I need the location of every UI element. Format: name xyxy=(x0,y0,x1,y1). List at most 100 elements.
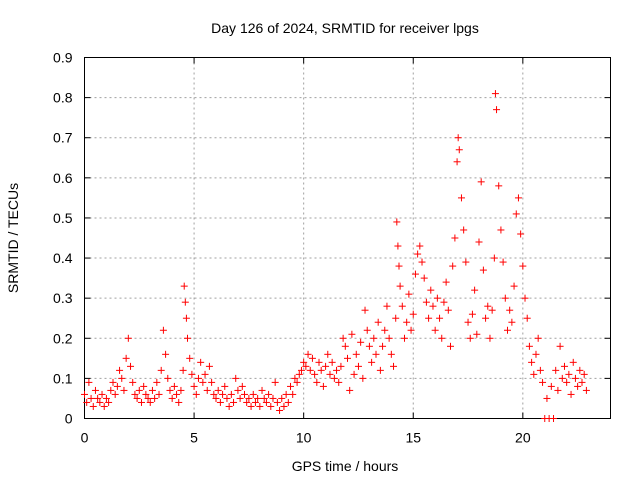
data-point xyxy=(381,326,389,334)
data-point xyxy=(120,386,128,394)
data-point xyxy=(302,362,310,370)
data-point xyxy=(344,354,351,362)
data-point xyxy=(234,386,242,394)
data-point xyxy=(107,386,115,394)
data-point xyxy=(313,378,321,386)
data-point xyxy=(449,262,457,270)
data-point xyxy=(416,242,424,250)
data-point xyxy=(484,302,492,310)
data-points xyxy=(81,90,590,422)
y-tick-label: 0.6 xyxy=(53,170,73,186)
data-point xyxy=(289,390,297,398)
data-point xyxy=(414,250,422,258)
data-point xyxy=(324,350,332,358)
data-point xyxy=(111,390,119,398)
data-point xyxy=(420,274,428,282)
data-point xyxy=(254,394,262,402)
y-tick-label: 0.3 xyxy=(53,290,73,306)
data-point xyxy=(243,398,251,406)
data-point xyxy=(168,394,176,402)
data-point xyxy=(370,334,378,342)
data-point xyxy=(471,286,479,294)
grid xyxy=(84,57,611,419)
data-point xyxy=(135,386,143,394)
data-point xyxy=(330,374,338,382)
data-point xyxy=(460,226,468,234)
data-point xyxy=(315,358,323,366)
data-point xyxy=(326,370,334,378)
data-point xyxy=(96,398,104,406)
data-point xyxy=(124,334,132,342)
data-point xyxy=(393,218,401,226)
data-point xyxy=(352,350,360,358)
data-point xyxy=(129,378,137,386)
data-point xyxy=(133,394,141,402)
data-point xyxy=(578,378,586,386)
data-point xyxy=(462,258,470,266)
data-point xyxy=(199,378,207,386)
data-point xyxy=(457,194,465,202)
data-point xyxy=(510,282,518,290)
data-point xyxy=(293,378,301,386)
data-point xyxy=(488,306,496,314)
data-point xyxy=(291,374,299,382)
data-point xyxy=(322,362,330,370)
data-point xyxy=(552,366,560,374)
y-tick-label: 0.9 xyxy=(53,50,73,66)
data-point xyxy=(517,230,525,238)
data-point xyxy=(491,90,499,98)
data-point xyxy=(170,382,178,390)
data-point xyxy=(155,390,163,398)
data-point xyxy=(473,330,481,338)
data-point xyxy=(407,326,415,334)
data-point xyxy=(282,390,290,398)
data-point xyxy=(442,278,450,286)
data-point xyxy=(247,402,255,410)
data-point xyxy=(85,378,93,386)
data-point xyxy=(379,342,387,350)
data-point xyxy=(556,342,564,350)
data-point xyxy=(98,390,106,398)
data-point xyxy=(144,394,152,402)
y-tick-label: 0.5 xyxy=(53,210,73,226)
data-point xyxy=(565,370,573,378)
data-point xyxy=(148,386,156,394)
data-point xyxy=(350,370,358,378)
data-point xyxy=(482,314,490,322)
data-point xyxy=(166,386,174,394)
x-tick-label: 20 xyxy=(515,430,531,446)
data-point xyxy=(539,378,547,386)
data-point xyxy=(201,370,209,378)
data-point xyxy=(376,366,384,374)
y-tick-label: 0 xyxy=(65,411,73,427)
data-point xyxy=(497,226,505,234)
data-point xyxy=(89,402,97,410)
data-point xyxy=(558,374,566,382)
data-point xyxy=(221,382,229,390)
data-point xyxy=(374,318,382,326)
data-point xyxy=(337,362,345,370)
data-point xyxy=(560,362,568,370)
data-point xyxy=(208,378,216,386)
data-point xyxy=(127,362,135,370)
data-point xyxy=(582,386,590,394)
data-point xyxy=(269,394,277,402)
y-tick-label: 0.4 xyxy=(53,250,73,266)
data-point xyxy=(227,390,235,398)
data-point xyxy=(436,314,444,322)
data-point xyxy=(297,366,305,374)
data-point xyxy=(116,366,124,374)
data-point xyxy=(181,298,189,306)
data-point xyxy=(230,398,238,406)
data-point xyxy=(267,402,275,410)
data-point xyxy=(447,342,455,350)
data-point xyxy=(569,358,577,366)
data-point xyxy=(405,290,413,298)
data-point xyxy=(574,382,582,390)
data-point xyxy=(422,298,430,306)
data-point xyxy=(431,326,439,334)
y-tick-label: 0.1 xyxy=(53,370,73,386)
data-point xyxy=(210,390,218,398)
data-point xyxy=(501,294,509,302)
data-point xyxy=(403,318,411,326)
